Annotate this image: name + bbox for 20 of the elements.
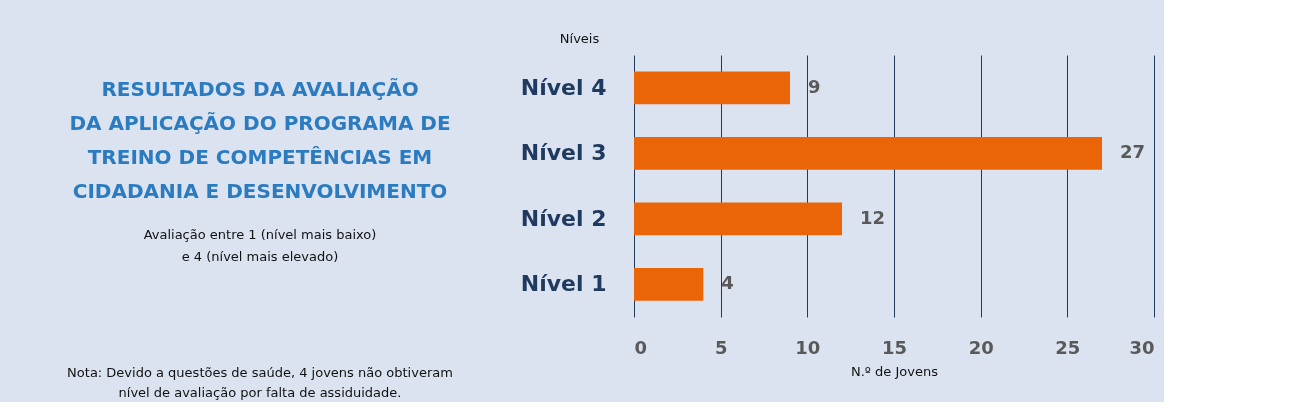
data-label: 12 — [860, 206, 886, 228]
data-label: 4 — [721, 272, 734, 294]
x-tick-label: 25 — [1055, 336, 1081, 358]
data-label: 9 — [808, 75, 821, 97]
x-tick-label: 5 — [714, 336, 728, 358]
y-tick-label: Nível 1 — [520, 271, 607, 297]
x-tick-label: 20 — [968, 336, 994, 358]
data-label: 27 — [1120, 141, 1146, 163]
text: Avaliação entre 1 (nível mais baixo) e 4 (nível mais elevado) — [143, 227, 377, 264]
y-axis-title: Níveis — [559, 30, 600, 46]
y-tick-label: Nível 2 — [520, 205, 607, 231]
x-axis-title: N.º de Jovens — [851, 363, 939, 379]
x-tick-label: 15 — [881, 336, 908, 358]
x-tick-label: 0 — [634, 336, 648, 358]
y-tick-label: Nível 3 — [520, 140, 607, 166]
x-tick-label: 10 — [795, 336, 821, 358]
x-tick-label: 30 — [1129, 336, 1155, 358]
y-tick-label: Nível 4 — [520, 74, 607, 100]
text: RESULTADOS DA AVALIAÇÃO DA APLICAÇÃO DO PROGRAMA DE TREINO DE COMPETÊNCIAS EM CIDADANIA E DESENVOLVIMENTO — [69, 77, 451, 203]
text: Nota: Devido a questões de saúde, 4 jovens não obtiveram nível de avaliação por falta de assiduidade. — [67, 365, 453, 400]
